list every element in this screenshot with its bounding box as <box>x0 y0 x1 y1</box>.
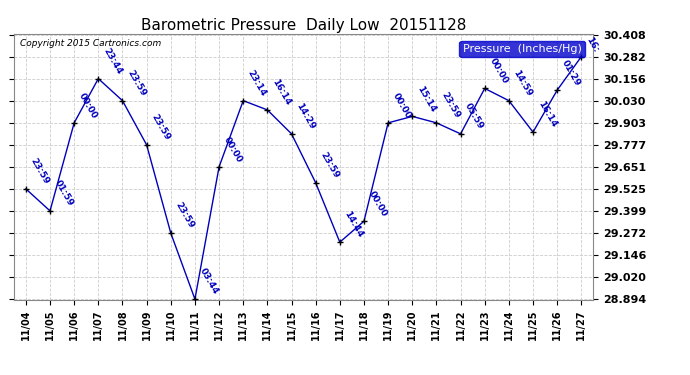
Legend: Pressure  (Inches/Hg): Pressure (Inches/Hg) <box>460 40 585 57</box>
Text: 00:00: 00:00 <box>222 135 244 164</box>
Text: Copyright 2015 Cartronics.com: Copyright 2015 Cartronics.com <box>19 39 161 48</box>
Text: 14:59: 14:59 <box>512 68 534 98</box>
Text: 16:14: 16:14 <box>536 100 558 129</box>
Text: 05:59: 05:59 <box>464 102 486 131</box>
Text: 00:00: 00:00 <box>367 190 388 218</box>
Text: 23:14: 23:14 <box>246 69 268 98</box>
Text: 01:59: 01:59 <box>53 179 75 208</box>
Text: 14:29: 14:29 <box>295 102 317 131</box>
Text: 23:59: 23:59 <box>29 157 51 186</box>
Text: 15:14: 15:14 <box>415 84 437 114</box>
Text: 23:44: 23:44 <box>101 46 124 76</box>
Text: 01:29: 01:29 <box>560 58 582 87</box>
Text: 23:59: 23:59 <box>126 69 148 98</box>
Text: 16:: 16: <box>584 35 600 54</box>
Text: 23:59: 23:59 <box>174 201 196 230</box>
Text: 00:00: 00:00 <box>77 91 99 120</box>
Title: Barometric Pressure  Daily Low  20151128: Barometric Pressure Daily Low 20151128 <box>141 18 466 33</box>
Text: 23:59: 23:59 <box>150 112 172 142</box>
Text: 00:00: 00:00 <box>488 57 509 86</box>
Text: 03:44: 03:44 <box>198 267 220 296</box>
Text: 23:59: 23:59 <box>440 91 462 120</box>
Text: 16:14: 16:14 <box>270 78 293 107</box>
Text: 14:44: 14:44 <box>343 210 365 239</box>
Text: 23:59: 23:59 <box>319 151 341 180</box>
Text: 00:00: 00:00 <box>391 91 413 120</box>
